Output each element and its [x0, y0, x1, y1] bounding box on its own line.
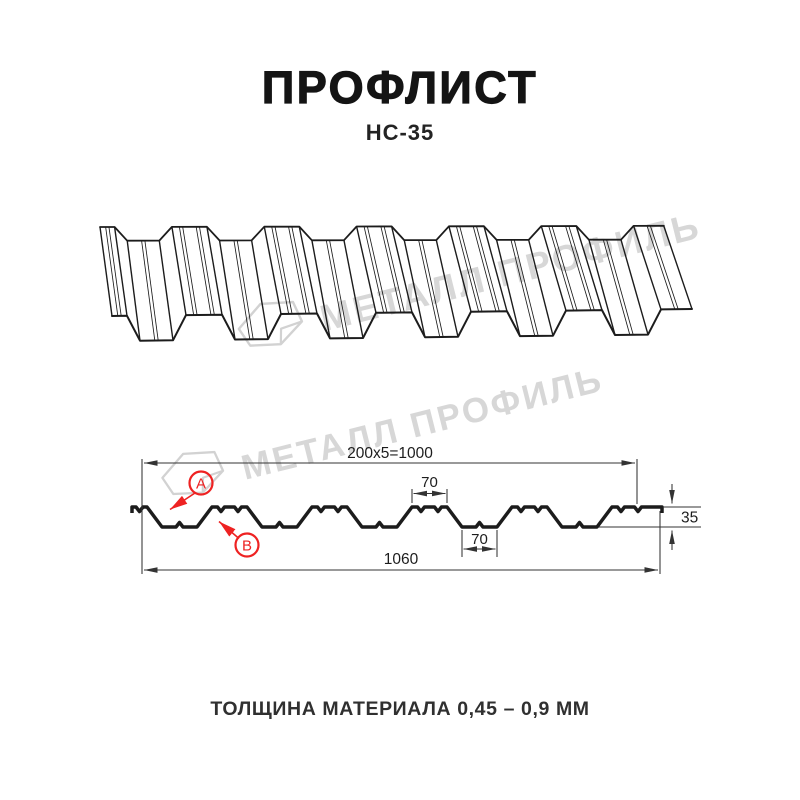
callout-b: B	[218, 520, 260, 558]
dim-crest-width-label: 70	[421, 474, 438, 491]
thickness-note: ТОЛЩИНА МАТЕРИАЛА 0,45 – 0,9 ММ	[210, 698, 590, 720]
dim-coverage-label: 200x5=1000	[347, 445, 433, 462]
callout-a: A	[169, 470, 214, 511]
dim-trough-width-label: 70	[471, 531, 488, 548]
callout-b-arrow	[218, 520, 240, 540]
profile-cross-section	[130, 505, 664, 529]
dimension-lines	[141, 459, 701, 574]
dim-overall-width-label: 1060	[384, 551, 419, 568]
callout-a-label: A	[196, 476, 206, 493]
page-title: ПРОФЛИСТ	[261, 61, 539, 113]
profile-model: НС-35	[365, 120, 435, 145]
dim-height-label: 35	[681, 510, 698, 527]
callout-b-circle	[234, 532, 260, 558]
callout-b-label: B	[242, 538, 252, 555]
profile-3d-drawing	[99, 224, 693, 342]
callout-a-arrow	[169, 492, 196, 511]
